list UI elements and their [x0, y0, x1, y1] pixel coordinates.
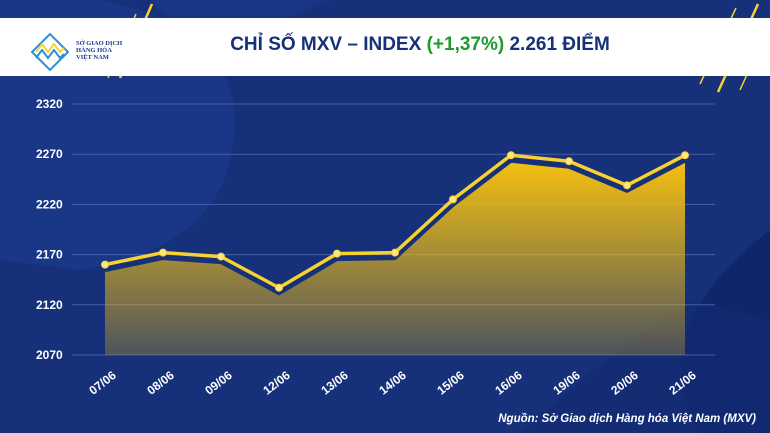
title-prefix: CHỈ SỐ MXV – INDEX — [230, 34, 422, 55]
y-tick-label: 2270 — [36, 147, 63, 161]
x-tick-label: 07/06 — [86, 368, 119, 398]
title-suffix: 2.261 ĐIỂM — [509, 34, 610, 55]
x-tick-label: 08/06 — [144, 368, 177, 398]
logo-line: Việt Nam — [76, 54, 109, 61]
title-banner — [0, 18, 770, 76]
data-point — [101, 260, 109, 269]
x-tick-label: 09/06 — [202, 368, 235, 398]
series-area — [105, 161, 685, 355]
x-tick-label: 20/06 — [608, 368, 641, 398]
data-point — [159, 248, 167, 257]
data-point — [275, 283, 283, 292]
logo-line: Sở Giao dịch — [76, 40, 123, 47]
x-tick-label: 14/06 — [376, 368, 409, 398]
y-tick-label: 2170 — [36, 248, 63, 262]
data-point — [681, 151, 689, 160]
data-point — [333, 249, 341, 258]
title-change: (+1,37%) — [426, 34, 505, 55]
data-point — [565, 157, 573, 166]
logo-text: Sở Giao dịch Hàng hóa Việt Nam — [76, 40, 146, 61]
source-note: Nguồn: Sở Giao dịch Hàng hóa Việt Nam (M… — [498, 413, 756, 425]
data-point — [391, 248, 399, 257]
y-tick-label: 2320 — [36, 97, 63, 111]
x-tick-label: 12/06 — [260, 368, 293, 398]
x-tick-label: 13/06 — [318, 368, 351, 398]
mxv-logo-icon — [30, 32, 70, 72]
x-tick-label: 19/06 — [550, 368, 583, 398]
data-point — [217, 252, 225, 261]
x-tick-label: 16/06 — [492, 368, 525, 398]
y-tick-label: 2220 — [36, 197, 63, 211]
data-point — [623, 181, 631, 190]
logo-line: Hàng hóa — [76, 47, 112, 54]
x-tick-label: 21/06 — [666, 368, 699, 398]
data-point — [507, 151, 515, 160]
chart-title: CHỈ SỐ MXV – INDEX (+1,37%) 2.261 ĐIỂM — [150, 34, 690, 56]
series-shadow-line — [104, 159, 686, 296]
y-tick-label: 2070 — [36, 348, 63, 362]
x-tick-label: 15/06 — [434, 368, 467, 398]
y-tick-label: 2120 — [36, 298, 63, 312]
data-point — [449, 195, 457, 204]
